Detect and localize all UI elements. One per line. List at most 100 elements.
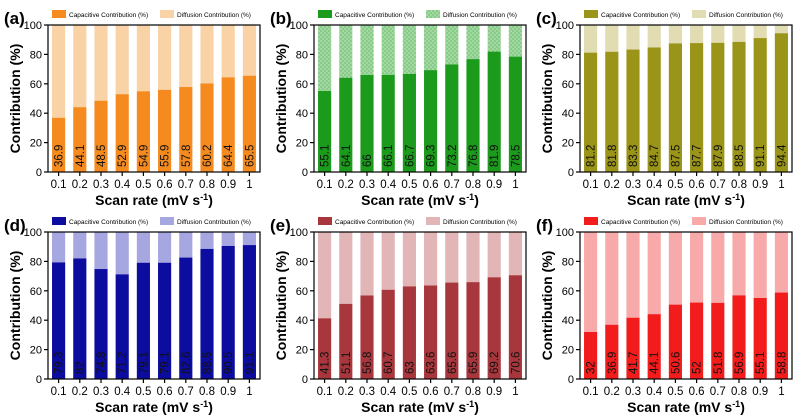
capacitive-bar xyxy=(711,302,725,379)
diffusion-bar xyxy=(221,232,235,246)
diffusion-bar xyxy=(466,232,480,283)
data-label: 94.4 xyxy=(776,144,788,167)
x-tick-label: 0.5 xyxy=(135,386,151,398)
capacitive-bar xyxy=(158,89,172,172)
capacitive-bar xyxy=(508,56,522,173)
diffusion-bar xyxy=(339,232,353,304)
data-label: 65.6 xyxy=(447,352,459,374)
x-tick-label: 1 xyxy=(246,386,252,398)
data-label: 87.9 xyxy=(713,145,725,167)
capacitive-bar xyxy=(52,117,66,172)
capacitive-bar xyxy=(668,43,682,172)
capacitive-bar xyxy=(221,77,235,172)
y-tick-label: 20 xyxy=(296,138,308,150)
data-label: 57.8 xyxy=(181,145,193,167)
capacitive-bar xyxy=(626,317,640,379)
y-tick-label: 100 xyxy=(290,227,308,239)
x-axis-label-main: Scan rate (mV s xyxy=(361,399,466,415)
capacitive-bar xyxy=(221,245,235,379)
diffusion-bar xyxy=(158,232,172,263)
diffusion-bar xyxy=(360,25,374,75)
capacitive-bar xyxy=(584,331,598,379)
capacitive-bar xyxy=(402,73,416,172)
x-tick-label: 0.4 xyxy=(114,386,131,398)
legend-label-diffusion: Diffusion Contribution (%) xyxy=(177,219,251,226)
data-label: 79.1 xyxy=(160,352,172,374)
diffusion-bar xyxy=(424,232,438,286)
data-label: 69.2 xyxy=(489,352,501,374)
diffusion-bar xyxy=(647,25,661,48)
x-tick-label: 0.6 xyxy=(423,179,439,191)
capacitive-bar xyxy=(115,274,129,379)
capacitive-bar xyxy=(179,87,193,172)
y-axis-label: Contribution (%) xyxy=(539,251,555,361)
data-label: 88.5 xyxy=(734,145,746,167)
y-tick-label: 20 xyxy=(562,345,574,357)
capacitive-bar xyxy=(445,282,459,379)
x-tick-label: 0.3 xyxy=(359,386,375,398)
panel-label: (a) xyxy=(4,9,25,28)
capacitive-bar xyxy=(318,91,332,172)
x-tick-label: 0.7 xyxy=(178,386,194,398)
y-tick-label: 0 xyxy=(302,374,308,386)
data-label: 44.1 xyxy=(75,145,87,167)
x-tick-label: 1 xyxy=(778,386,784,398)
data-label: 66.7 xyxy=(404,145,416,167)
x-tick-label: 0.5 xyxy=(667,179,683,191)
data-label: 51.1 xyxy=(341,352,353,374)
y-tick-label: 60 xyxy=(296,79,308,91)
panel-label: (c) xyxy=(536,9,557,28)
panel-e: 41.3 51.1 56.8 60.7 63 63.6 65.6 65.9 69.2 70.6 0 2… xyxy=(270,216,527,415)
legend-swatch-capacitive xyxy=(318,217,332,225)
data-label: 36.9 xyxy=(607,352,619,374)
diffusion-bar xyxy=(242,25,256,76)
y-tick-label: 0 xyxy=(568,167,574,179)
capacitive-bar xyxy=(732,295,746,379)
data-label: 64.1 xyxy=(341,145,353,167)
capacitive-bar xyxy=(445,64,459,172)
y-tick-label: 60 xyxy=(562,286,574,298)
x-axis-label: Scan rate (mV s-1) xyxy=(95,192,213,208)
x-tick-label: 0.8 xyxy=(465,386,481,398)
data-label: 36.9 xyxy=(54,145,66,167)
y-tick-label: 40 xyxy=(562,315,574,327)
x-tick-label: 0.4 xyxy=(646,179,663,191)
data-label: 60.2 xyxy=(202,145,214,167)
data-label: 55.9 xyxy=(160,145,172,167)
diffusion-bar xyxy=(584,232,598,332)
y-tick-label: 40 xyxy=(30,108,42,120)
diffusion-bar xyxy=(318,25,332,92)
diffusion-bar xyxy=(402,232,416,287)
x-tick-label: 0.1 xyxy=(317,386,333,398)
capacitive-bar xyxy=(94,269,108,379)
legend-swatch-diffusion xyxy=(426,10,440,18)
legend-label-capacitive: Capacitive Contribution (%) xyxy=(601,219,680,226)
y-tick-label: 60 xyxy=(296,286,308,298)
diffusion-bar xyxy=(508,25,522,57)
y-tick-label: 60 xyxy=(30,79,42,91)
legend-swatch-diffusion xyxy=(426,217,440,225)
y-tick-label: 40 xyxy=(296,108,308,120)
capacitive-bar xyxy=(424,285,438,379)
diffusion-bar xyxy=(732,232,746,296)
x-tick-label: 0.8 xyxy=(731,386,747,398)
x-tick-label: 0.6 xyxy=(423,386,439,398)
diffusion-bar xyxy=(626,232,640,318)
diffusion-bar xyxy=(360,232,374,296)
x-axis-label: Scan rate (mV s-1) xyxy=(361,192,479,208)
x-tick-label: 0.3 xyxy=(625,386,641,398)
capacitive-bar xyxy=(424,70,438,172)
legend-swatch-diffusion xyxy=(692,217,706,225)
data-label: 56.8 xyxy=(362,352,374,374)
capacitive-bar xyxy=(668,304,682,379)
x-tick-label: 0.3 xyxy=(93,386,109,398)
data-label: 74.8 xyxy=(96,352,108,374)
diffusion-bar xyxy=(732,25,746,42)
data-label: 48.5 xyxy=(96,145,108,167)
legend-swatch-capacitive xyxy=(52,217,66,225)
x-tick-label: 0.7 xyxy=(444,179,460,191)
x-axis-label-main: Scan rate (mV s xyxy=(95,399,200,415)
data-label: 81.9 xyxy=(489,145,501,167)
data-label: 55.1 xyxy=(755,352,767,374)
y-tick-label: 100 xyxy=(24,20,42,32)
